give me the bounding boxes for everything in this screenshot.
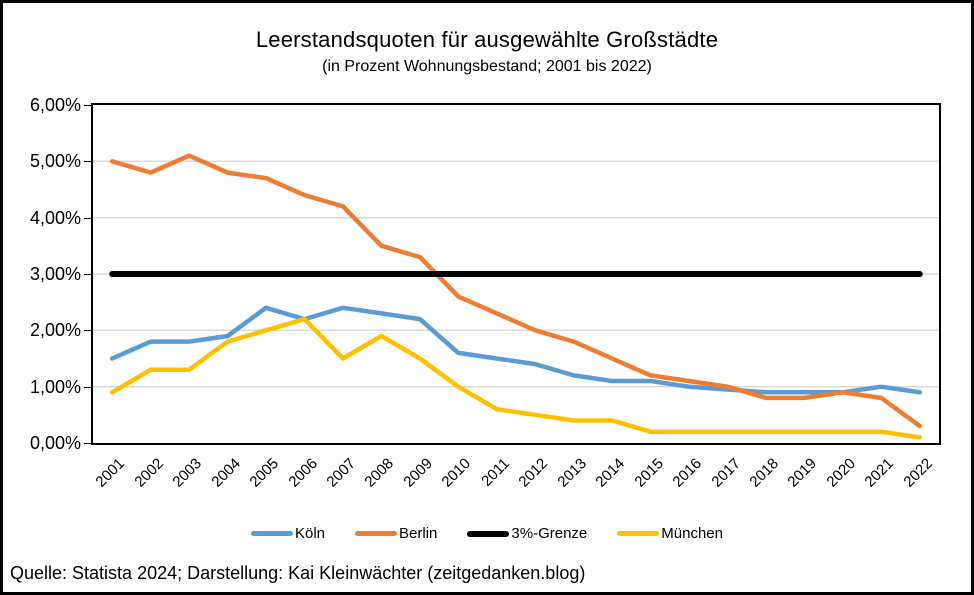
y-axis-tick [84,274,91,275]
legend-swatch [251,531,293,536]
y-axis-label: 5,00% [29,151,81,172]
legend-swatch [355,531,398,536]
y-axis-tick [84,443,91,444]
legend-label: Berlin [399,525,438,542]
y-axis-tick [84,386,91,388]
legend-item-m-nchen: München [617,525,723,542]
series-line-m-nchen [109,316,923,440]
y-axis-label: 3,00% [29,264,81,284]
series-line-berlin [109,153,923,429]
y-axis-tick [84,161,91,163]
plot-border [91,103,941,445]
chart-subtitle: (in Prozent Wohnungsbestand; 2001 bis 20… [322,58,652,75]
y-axis-tick [84,217,91,219]
legend: Köln Berlin 3%-Grenze München [3,525,971,542]
y-axis-label: 4,00% [29,207,81,228]
legend-label: München [661,525,723,542]
legend-label: 3%-Grenze [511,525,588,542]
y-axis-label: 0,00% [29,433,81,453]
y-axis-label: 2,00% [29,320,81,341]
plot-area [93,153,939,440]
y-axis-tick [84,105,91,106]
y-axis-label: 1,00% [29,376,81,397]
legend-swatch [467,530,510,537]
y-axis-label: 6,00% [29,95,81,115]
legend-item-3-grenze: 3%-Grenze [467,525,587,542]
chart-title: Leerstandsquoten für ausgewählte Großstä… [255,27,719,52]
source-attribution: Quelle: Statista 2024; Darstellung: Kai … [10,563,586,583]
y-axis-tick [84,330,91,332]
legend-label: Köln [295,525,326,542]
series-line-k-ln [109,305,923,395]
legend-item-berlin: Berlin [355,525,437,542]
legend-item-k-ln: Köln [251,525,325,542]
legend-swatch [617,531,660,536]
